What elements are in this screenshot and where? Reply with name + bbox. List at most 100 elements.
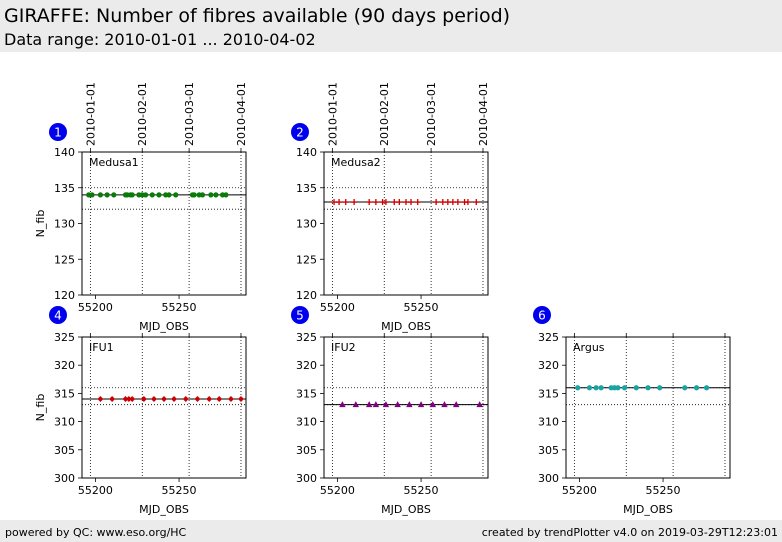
data-point bbox=[142, 192, 149, 198]
data-point bbox=[403, 199, 409, 206]
data-point bbox=[342, 199, 349, 206]
data-point bbox=[352, 401, 359, 408]
x-tick-label: 55250 bbox=[162, 301, 197, 314]
data-point bbox=[208, 192, 214, 198]
data-point bbox=[331, 199, 338, 206]
data-point bbox=[223, 192, 229, 198]
data-point bbox=[593, 385, 599, 391]
data-point bbox=[439, 199, 446, 206]
data-point bbox=[444, 199, 451, 206]
data-point bbox=[394, 401, 401, 408]
y-tick-label: 320 bbox=[296, 359, 317, 372]
data-point bbox=[122, 396, 129, 403]
data-point bbox=[414, 199, 421, 206]
date-tick-label: 2010-04-01 bbox=[477, 82, 490, 146]
data-point bbox=[366, 199, 373, 206]
data-point bbox=[173, 192, 179, 198]
data-point bbox=[227, 396, 234, 403]
data-point bbox=[703, 385, 710, 391]
data-point bbox=[129, 396, 136, 403]
data-point bbox=[372, 199, 379, 206]
y-tick-label: 300 bbox=[54, 472, 75, 485]
panel-label: Medusa1 bbox=[89, 156, 139, 169]
y-tick-label: 305 bbox=[538, 444, 559, 457]
data-point bbox=[129, 192, 135, 198]
date-tick-label: 2010-02-01 bbox=[378, 82, 391, 146]
y-tick-label: 315 bbox=[54, 387, 75, 400]
data-point bbox=[156, 192, 162, 198]
x-tick-label: 55250 bbox=[162, 484, 197, 497]
panel-label: Argus bbox=[573, 341, 605, 354]
y-tick-label: 310 bbox=[538, 416, 559, 429]
data-point bbox=[199, 192, 206, 198]
page-subtitle: Data range: 2010-01-01 ... 2010-04-02 bbox=[4, 30, 316, 49]
y-tick-label: 120 bbox=[296, 289, 317, 302]
x-axis-label: MJD_OBS bbox=[139, 320, 189, 333]
x-tick-label: 55250 bbox=[404, 301, 439, 314]
data-point bbox=[633, 385, 639, 391]
data-point bbox=[645, 385, 651, 391]
y-tick-label: 135 bbox=[54, 182, 75, 195]
y-tick-label: 325 bbox=[538, 331, 559, 344]
date-tick-label: 2010-03-01 bbox=[425, 82, 438, 146]
y-axis-label: N_fib bbox=[34, 210, 47, 238]
data-point bbox=[161, 396, 167, 403]
data-point bbox=[615, 385, 621, 391]
data-point bbox=[372, 401, 380, 408]
page-title: GIRAFFE: Number of fibres available (90 … bbox=[4, 5, 511, 27]
data-point bbox=[382, 401, 390, 408]
data-point bbox=[657, 385, 663, 391]
data-point bbox=[382, 199, 389, 206]
panel-number: 6 bbox=[538, 309, 546, 323]
y-tick-label: 125 bbox=[296, 253, 317, 266]
data-point bbox=[473, 199, 480, 206]
panel-number-badge bbox=[291, 123, 309, 141]
data-point bbox=[464, 199, 471, 206]
data-point bbox=[682, 385, 688, 391]
y-tick-label: 130 bbox=[54, 218, 75, 231]
x-axis-label: MJD_OBS bbox=[381, 503, 431, 516]
data-point bbox=[429, 401, 436, 408]
data-point bbox=[417, 401, 425, 408]
panel-number-badge bbox=[49, 306, 67, 324]
y-tick-label: 325 bbox=[296, 331, 317, 344]
panel-number-badge bbox=[533, 306, 551, 324]
data-point bbox=[433, 199, 440, 206]
y-tick-label: 135 bbox=[296, 182, 317, 195]
panel-number: 4 bbox=[54, 309, 62, 323]
x-tick-label: 55200 bbox=[78, 484, 113, 497]
data-point bbox=[89, 192, 95, 198]
panel-5: 300 305 310 315 320 325 55200 55250 MJD_OBS IFU2 5 bbox=[291, 306, 489, 516]
data-point bbox=[598, 385, 604, 391]
panel-2: 2010-01-01 2010-02-01 2010-03-01 2010-04-01… bbox=[291, 82, 490, 333]
data-point bbox=[125, 396, 132, 403]
data-point bbox=[339, 401, 346, 408]
date-tick-label: 2010-02-01 bbox=[136, 82, 149, 146]
y-tick-label: 310 bbox=[296, 416, 317, 429]
plot-frame bbox=[323, 151, 489, 296]
data-point bbox=[441, 401, 448, 408]
data-point bbox=[365, 401, 373, 408]
x-tick-label: 55250 bbox=[646, 484, 681, 497]
panel-label: IFU1 bbox=[89, 341, 114, 354]
data-point bbox=[454, 199, 461, 206]
y-axis-label: N_fib bbox=[34, 394, 47, 422]
data-point bbox=[182, 396, 189, 403]
data-point bbox=[408, 199, 415, 206]
data-point bbox=[194, 396, 201, 403]
data-point bbox=[206, 396, 213, 403]
data-point bbox=[586, 385, 593, 391]
plot-frame bbox=[565, 336, 731, 479]
panel-number: 2 bbox=[296, 126, 304, 140]
data-point bbox=[191, 192, 197, 198]
panel-4: 300 305 310 315 320 325 55200 55250 MJD_OBS N_fib… bbox=[34, 306, 247, 516]
data-point bbox=[336, 199, 343, 206]
x-tick-label: 55200 bbox=[320, 484, 355, 497]
footer-credit[interactable]: powered by QC: www.eso.org/HC bbox=[5, 526, 187, 539]
data-point bbox=[476, 401, 483, 408]
data-point bbox=[237, 396, 244, 403]
y-tick-label: 320 bbox=[54, 359, 75, 372]
y-tick-label: 325 bbox=[54, 331, 75, 344]
date-tick-label: 2010-03-01 bbox=[183, 82, 196, 146]
plot-frame bbox=[323, 336, 489, 479]
